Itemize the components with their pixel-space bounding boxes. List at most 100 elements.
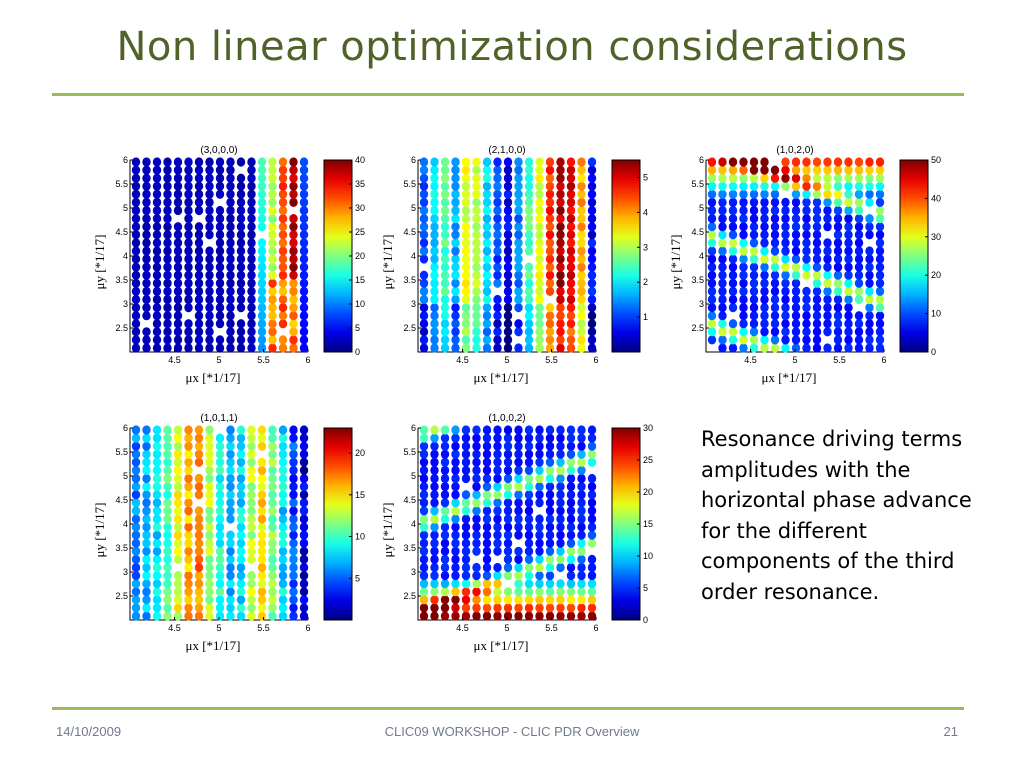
scatter-point [142,514,151,524]
scatter-point [430,490,439,500]
scatter-point [514,522,523,532]
scatter-point [142,587,151,597]
scatter-point [205,465,214,475]
scatter-point [184,222,193,232]
scatter-point [419,294,429,305]
scatter-point [451,571,460,581]
scatter-point [503,157,513,167]
scatter-point [430,433,439,443]
scatter-point [493,311,502,321]
scatter-point [173,222,183,232]
scatter-point [781,270,790,280]
scatter-point [142,433,151,443]
scatter-point [226,611,235,621]
y-axis-label: μy [*1/17] [92,503,107,558]
scatter-point [440,506,450,516]
scatter-point [163,473,172,484]
scatter-point [854,230,864,240]
scatter-point [472,157,481,167]
scatter-point [268,343,277,353]
scatter-point [194,473,204,484]
scatter-point [247,482,256,492]
scatter-point [247,449,256,459]
scatter-point [875,294,885,305]
scatter-point [739,319,748,329]
scatter-point [812,270,822,280]
scatter-point [278,262,288,272]
scatter-point [556,465,565,475]
scatter-point [152,327,162,337]
scatter-point [278,311,288,321]
scatter-point [875,335,885,345]
scatter-point [749,270,759,280]
scatter-point [823,214,832,224]
scatter-point [535,303,544,313]
scatter-point [556,238,565,248]
scatter-point [587,449,597,459]
scatter-point [184,457,193,467]
scatter-point [184,303,193,313]
scatter-point [854,335,864,345]
scatter-point [289,181,298,191]
scatter-point [215,546,225,556]
scatter-point [587,425,597,435]
scatter-point [226,319,235,329]
scatter-point [770,319,780,329]
scatter-point [718,294,727,305]
scatter-point [749,230,759,240]
scatter-point [257,222,267,232]
y-tick-label: 4 [411,519,416,529]
scatter-point [728,181,738,191]
scatter-point [545,157,555,167]
scatter-point [226,173,235,183]
scatter-point [812,286,822,296]
scatter-point [430,270,439,280]
scatter-point [152,343,162,353]
scatter-point [865,278,874,288]
scatter-point [142,294,151,305]
scatter-point [152,286,162,296]
scatter-point [236,262,246,272]
scatter-point [791,286,801,296]
scatter-point [707,165,717,175]
scatter-point [524,327,534,337]
scatter-point [205,214,214,224]
scatter-point [268,538,277,548]
scatter-point [728,173,738,183]
rdt-plot-3000: (3,0,0,0) 4.5 5 5.5 6 2.5 3 3.5 4 4.5 5 5.5 6 μx [*1/… [92,140,382,390]
scatter-point [823,262,832,272]
scatter-point [430,530,439,540]
scatter-point [152,433,162,443]
scatter-point [749,238,759,248]
scatter-point [194,343,204,353]
scatter-point [535,587,544,597]
scatter-point [545,587,555,597]
scatter-point [482,286,492,296]
scatter-point [833,222,843,232]
scatter-point [482,197,492,207]
scatter-point [812,173,822,183]
scatter-point [451,197,460,207]
scatter-point [215,449,225,459]
scatter-point [503,254,513,264]
scatter-point [163,311,172,321]
scatter-point [257,189,267,199]
scatter-point [503,587,513,597]
scatter-point [289,425,298,435]
scatter-point [173,303,183,313]
scatter-point [875,262,885,272]
scatter-point [844,335,853,345]
scatter-point [194,157,204,167]
scatter-point [875,222,885,232]
scatter-point [278,270,288,280]
scatter-point [430,303,439,313]
scatter-point [482,554,492,564]
scatter-point [268,595,277,605]
scatter-point [791,222,801,232]
scatter-point [440,449,450,459]
scatter-point [770,311,780,321]
scatter-point [236,554,246,564]
scatter-point [566,189,576,199]
scatter-point [503,425,513,435]
scatter-point [257,465,267,475]
